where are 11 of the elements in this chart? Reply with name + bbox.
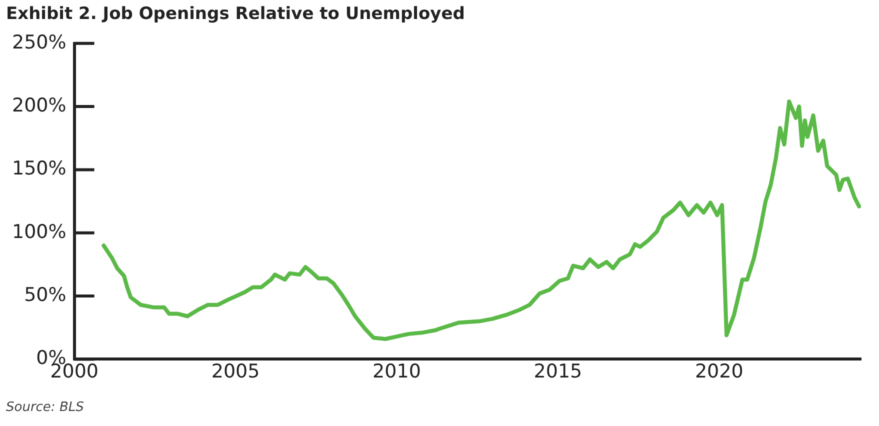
x-tick-label: 2010	[372, 360, 421, 383]
x-tick-label: 2020	[694, 360, 744, 383]
y-tick-label: 200%	[12, 94, 66, 116]
y-tick-label: 250%	[12, 31, 66, 54]
y-tick-label: 50%	[24, 284, 66, 306]
chart-title: Exhibit 2. Job Openings Relative to Unemployed	[6, 4, 465, 24]
x-tick-label: 2015	[534, 360, 582, 383]
y-tick-label: 100%	[12, 220, 66, 243]
x-tick-label: 2005	[211, 360, 260, 383]
y-tick-label: 150%	[12, 158, 66, 180]
source-note: Source: BLS	[6, 400, 84, 415]
